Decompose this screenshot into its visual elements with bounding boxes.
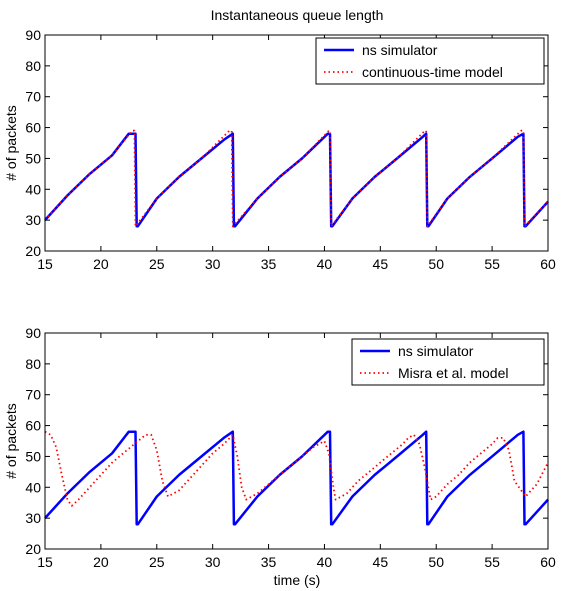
y-tick-label: 70 xyxy=(25,89,41,105)
chart-title: Instantaneous queue length xyxy=(211,7,384,23)
x-tick-label: 15 xyxy=(37,554,53,570)
x-tick-label: 45 xyxy=(373,256,389,272)
x-tick-label: 55 xyxy=(484,256,500,272)
x-tick-label: 20 xyxy=(93,256,109,272)
series-line-ns-simulator xyxy=(44,430,549,526)
x-tick-group: 15 20 25 30 35 40 45 50 55 60 xyxy=(37,333,556,570)
x-tick-label: 40 xyxy=(317,256,333,272)
x-tick-label: 20 xyxy=(93,554,109,570)
legend-label-ns-simulator: ns simulator xyxy=(362,42,438,58)
y-tick-label: 90 xyxy=(25,27,41,43)
x-tick-label: 15 xyxy=(37,256,53,272)
y-tick-label: 90 xyxy=(25,325,41,341)
y-tick-label: 20 xyxy=(25,243,41,259)
x-tick-group: 15 20 25 30 35 40 45 50 55 60 xyxy=(37,35,556,272)
x-tick-label: 50 xyxy=(428,554,444,570)
legend-label-continuous-time-model: continuous-time model xyxy=(362,64,503,80)
y-axis-label: # of packets xyxy=(3,105,19,181)
series-line-ns-simulator xyxy=(44,132,549,228)
y-axis-label: # of packets xyxy=(3,403,19,479)
legend-label-misra-model: Misra et al. model xyxy=(398,365,508,381)
x-tick-label: 55 xyxy=(484,554,500,570)
x-tick-label: 35 xyxy=(261,256,277,272)
y-tick-label: 30 xyxy=(25,212,41,228)
x-tick-label: 30 xyxy=(205,554,221,570)
x-tick-label: 60 xyxy=(540,554,556,570)
x-tick-label: 60 xyxy=(540,256,556,272)
y-tick-label: 40 xyxy=(25,181,41,197)
y-tick-label: 60 xyxy=(25,120,41,136)
y-tick-label: 20 xyxy=(25,541,41,557)
series-line-continuous-time-model xyxy=(44,129,549,228)
y-tick-label: 80 xyxy=(25,356,41,372)
y-tick-label: 30 xyxy=(25,510,41,526)
series-layer xyxy=(44,430,549,526)
y-tick-label: 70 xyxy=(25,387,41,403)
legend-label-ns-simulator: ns simulator xyxy=(398,343,474,359)
y-tick-label: 60 xyxy=(25,418,41,434)
x-tick-label: 40 xyxy=(317,554,333,570)
y-tick-group: 20 30 40 50 60 70 80 90 xyxy=(25,27,548,259)
x-tick-label: 45 xyxy=(373,554,389,570)
legend-box xyxy=(351,338,545,386)
x-tick-label: 35 xyxy=(261,554,277,570)
top-chart-panel: Instantaneous queue length 15 20 25 30 35 40 4… xyxy=(3,7,556,272)
plot-frame xyxy=(44,34,549,252)
x-tick-label: 25 xyxy=(149,554,165,570)
y-tick-label: 40 xyxy=(25,479,41,495)
legend: ns simulator continuous-time model xyxy=(315,37,545,85)
y-tick-label: 50 xyxy=(25,150,41,166)
legend-box xyxy=(315,37,545,85)
plot-frame xyxy=(44,332,549,550)
x-axis-label: time (s) xyxy=(274,572,321,588)
legend: ns simulator Misra et al. model xyxy=(351,338,545,386)
series-line-misra-et-al-model xyxy=(44,430,549,507)
y-tick-label: 50 xyxy=(25,448,41,464)
x-tick-label: 50 xyxy=(428,256,444,272)
y-tick-group: 20 30 40 50 60 70 80 90 xyxy=(25,325,548,557)
x-tick-label: 25 xyxy=(149,256,165,272)
x-tick-label: 30 xyxy=(205,256,221,272)
series-layer xyxy=(44,129,549,228)
y-tick-label: 80 xyxy=(25,58,41,74)
